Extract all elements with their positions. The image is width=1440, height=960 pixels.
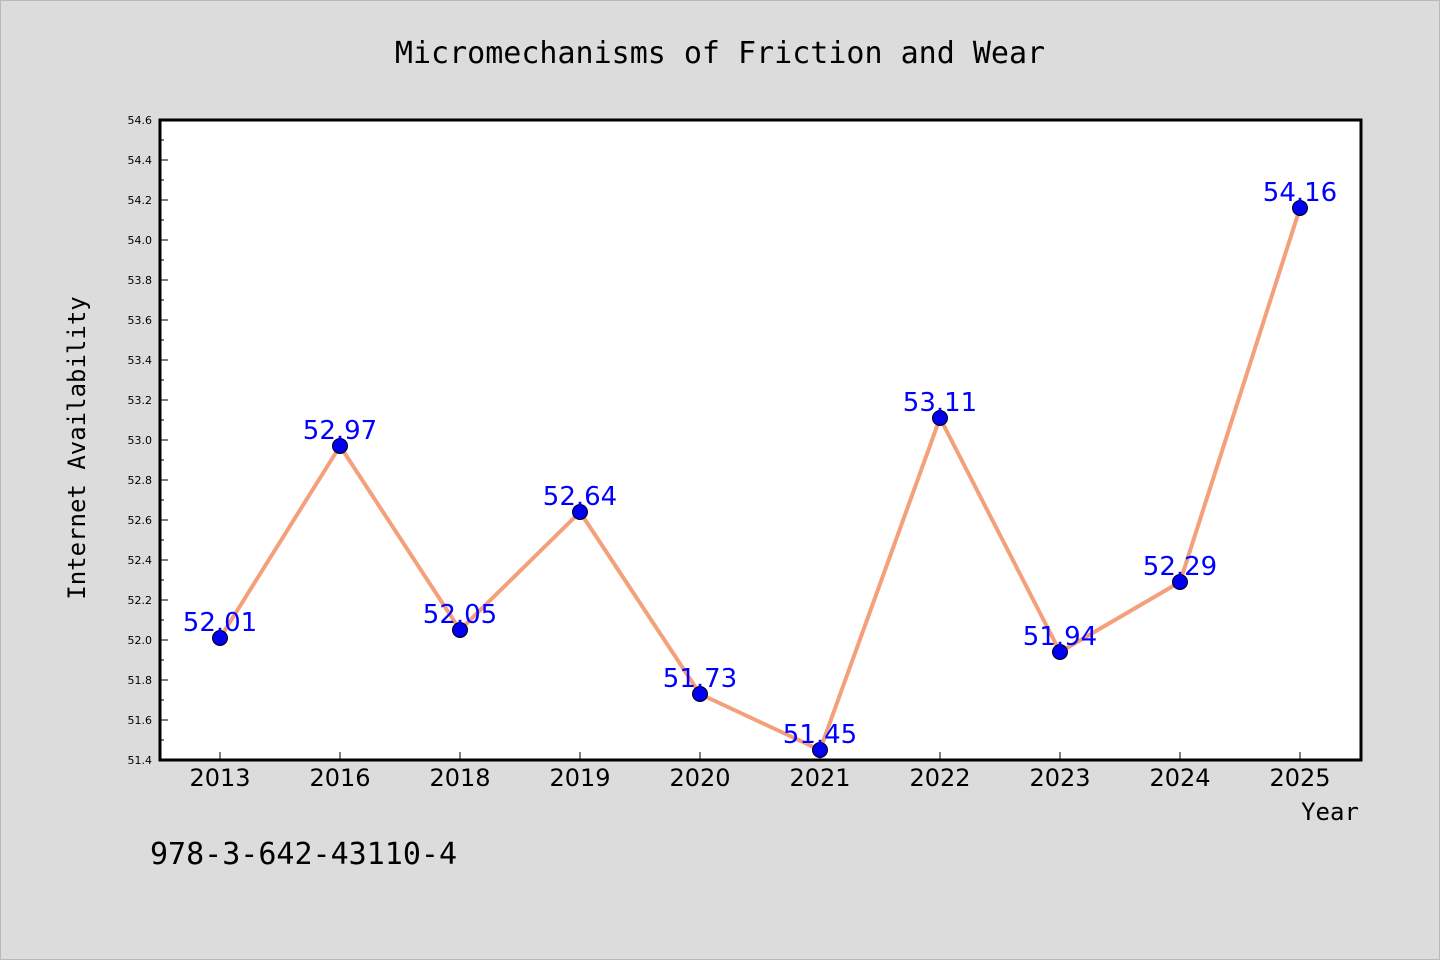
x-tick-label: 2022 — [909, 764, 970, 792]
y-tick-label: 51.6 — [128, 714, 153, 727]
series-line — [218, 206, 1302, 752]
data-point — [1292, 200, 1308, 216]
data-label: 52.05 — [423, 600, 497, 630]
y-tick-label: 53.6 — [128, 314, 153, 327]
y-tick-label: 53.0 — [128, 434, 153, 447]
y-tick-label: 54.0 — [128, 234, 153, 247]
y-tick-label: 54.4 — [128, 154, 153, 167]
data-label: 52.01 — [183, 608, 257, 638]
data-label: 54.16 — [1263, 178, 1337, 208]
y-tick-label: 53.8 — [128, 274, 153, 287]
data-labels: 52.01 52.97 52.05 52.64 51.73 51.45 53.11 51.94… — [183, 178, 1337, 750]
y-axis-label: Internet Availability — [63, 296, 91, 599]
data-point — [1172, 574, 1188, 590]
x-axis-label: Year — [1301, 798, 1359, 826]
plot-area — [160, 120, 1361, 760]
data-label: 53.11 — [903, 388, 977, 418]
y-tick-label: 52.0 — [128, 634, 153, 647]
x-tick-label: 2020 — [669, 764, 730, 792]
x-tick-label: 2023 — [1029, 764, 1090, 792]
x-axis: 2013 2016 2018 2019 2020 2021 2022 2023 2024 2025 — [189, 752, 1331, 792]
y-tick-label: 51.8 — [128, 674, 153, 687]
x-tick-label: 2025 — [1269, 764, 1330, 792]
data-markers — [212, 200, 1308, 758]
y-tick-label: 52.4 — [128, 554, 153, 567]
data-label: 52.97 — [303, 416, 377, 446]
y-tick-label: 52.2 — [128, 594, 153, 607]
y-tick-label: 54.6 — [128, 114, 153, 127]
y-tick-label: 53.4 — [128, 354, 153, 367]
data-label: 51.73 — [663, 664, 737, 694]
y-tick-label: 51.4 — [128, 754, 153, 767]
x-tick-label: 2024 — [1149, 764, 1210, 792]
y-tick-label: 53.2 — [128, 394, 153, 407]
data-point — [812, 742, 828, 758]
data-point — [1052, 644, 1068, 660]
x-tick-label: 2018 — [429, 764, 490, 792]
data-point — [452, 622, 468, 638]
data-label: 51.45 — [783, 720, 857, 750]
chart-title: Micromechanisms of Friction and Wear — [395, 36, 1045, 71]
x-tick-label: 2013 — [189, 764, 250, 792]
data-label: 52.64 — [543, 482, 617, 512]
x-tick-label: 2019 — [549, 764, 610, 792]
x-tick-label: 2016 — [309, 764, 370, 792]
data-label: 52.29 — [1143, 552, 1217, 582]
plot-border — [158, 118, 1363, 762]
isbn-text: 978-3-642-43110-4 — [150, 837, 457, 872]
data-point — [332, 438, 348, 454]
data-point — [692, 686, 708, 702]
data-point — [212, 630, 228, 646]
data-point — [572, 504, 588, 520]
x-tick-label: 2021 — [789, 764, 850, 792]
data-point — [932, 410, 948, 426]
data-label: 51.94 — [1023, 622, 1097, 652]
y-tick-label: 52.6 — [128, 514, 153, 527]
y-tick-label: 54.2 — [128, 194, 153, 207]
y-tick-label: 52.8 — [128, 474, 153, 487]
